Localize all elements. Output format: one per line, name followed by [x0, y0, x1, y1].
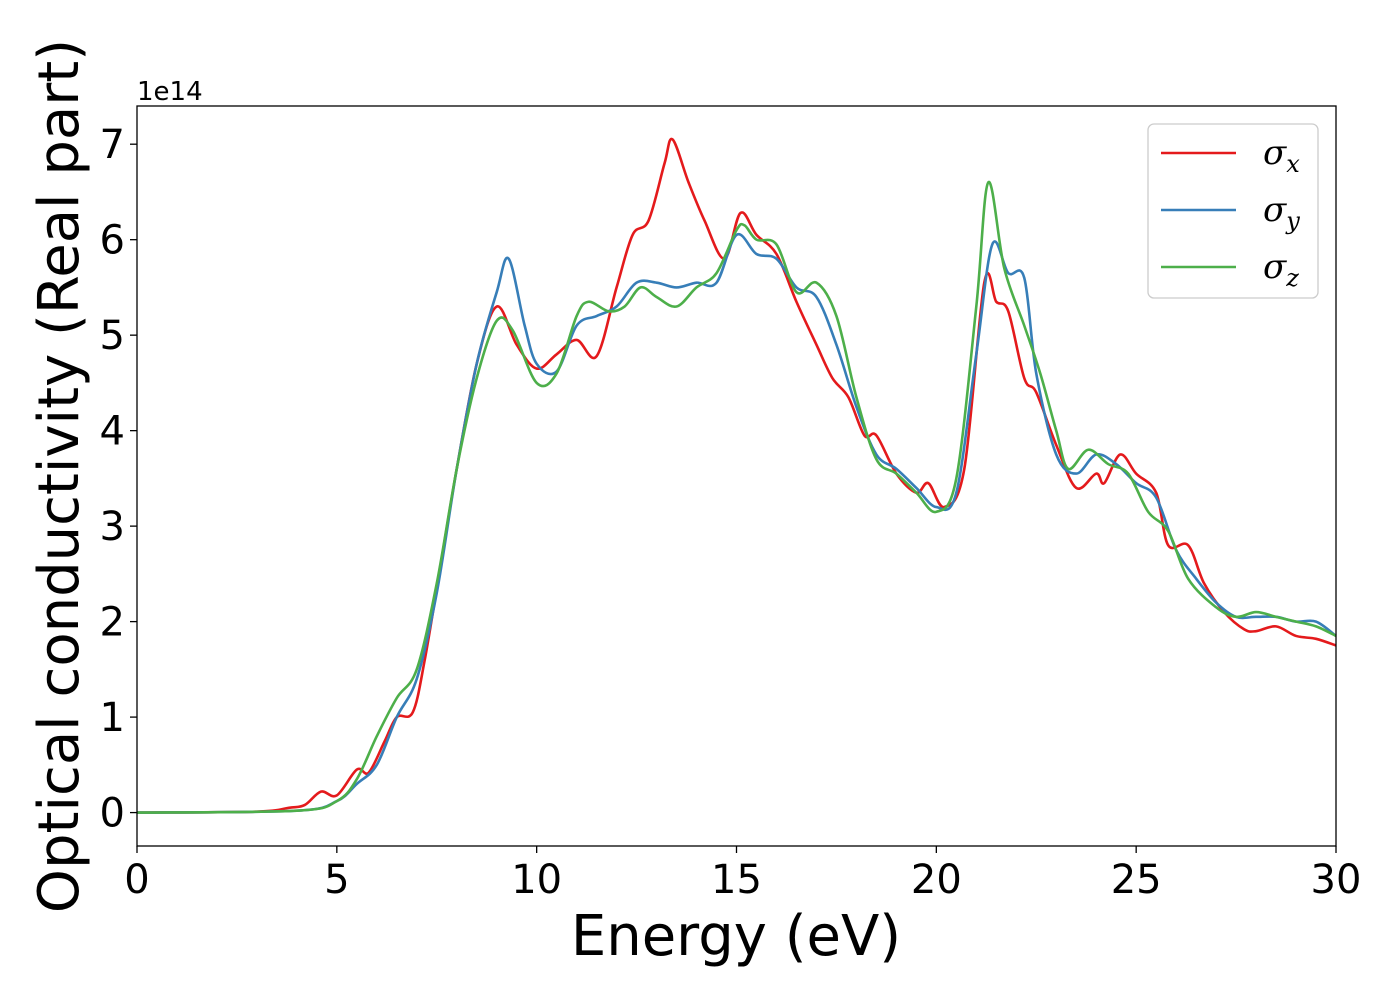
legend-label-z: σz — [1263, 247, 1299, 292]
series-line-z — [136, 181, 1337, 814]
y-tick-label: 2 — [100, 600, 125, 646]
y-tick-label: 4 — [100, 409, 125, 455]
y-tick-label: 3 — [100, 504, 125, 550]
x-tick-label: 0 — [124, 857, 149, 903]
x-tick-label: 10 — [511, 857, 562, 903]
x-tick-label: 20 — [911, 857, 962, 903]
y-axis-ticks: 0 1 2 3 4 5 6 7 — [100, 122, 137, 837]
series-layer — [136, 137, 1337, 814]
y-tick-label: 6 — [100, 218, 125, 264]
legend-subscript: z — [1285, 264, 1299, 292]
x-tick-label: 15 — [711, 857, 762, 903]
x-tick-label: 25 — [1111, 857, 1162, 903]
legend-label-x: σx — [1263, 133, 1300, 178]
y-tick-label: 7 — [100, 122, 125, 168]
y-tick-label: 5 — [100, 313, 125, 359]
legend-symbol: σ — [1263, 190, 1287, 230]
x-tick-label: 5 — [324, 857, 349, 903]
y-tick-label: 0 — [100, 791, 125, 837]
legend-label-y: σy — [1263, 190, 1300, 235]
y-tick-label: 1 — [100, 695, 125, 741]
x-tick-label: 30 — [1311, 857, 1362, 903]
y-axis-title: Optical conductivity (Real part) — [27, 39, 92, 913]
legend-symbol: σ — [1263, 133, 1287, 173]
x-axis-ticks: 0 5 10 15 20 25 30 — [124, 846, 1361, 903]
y-offset-label: 1e14 — [137, 77, 203, 107]
series-line-x — [136, 137, 1337, 814]
legend-subscript: y — [1285, 207, 1300, 235]
x-axis-title: Energy (eV) — [571, 904, 901, 969]
legend-subscript: x — [1286, 150, 1300, 178]
legend-symbol: σ — [1263, 247, 1287, 287]
